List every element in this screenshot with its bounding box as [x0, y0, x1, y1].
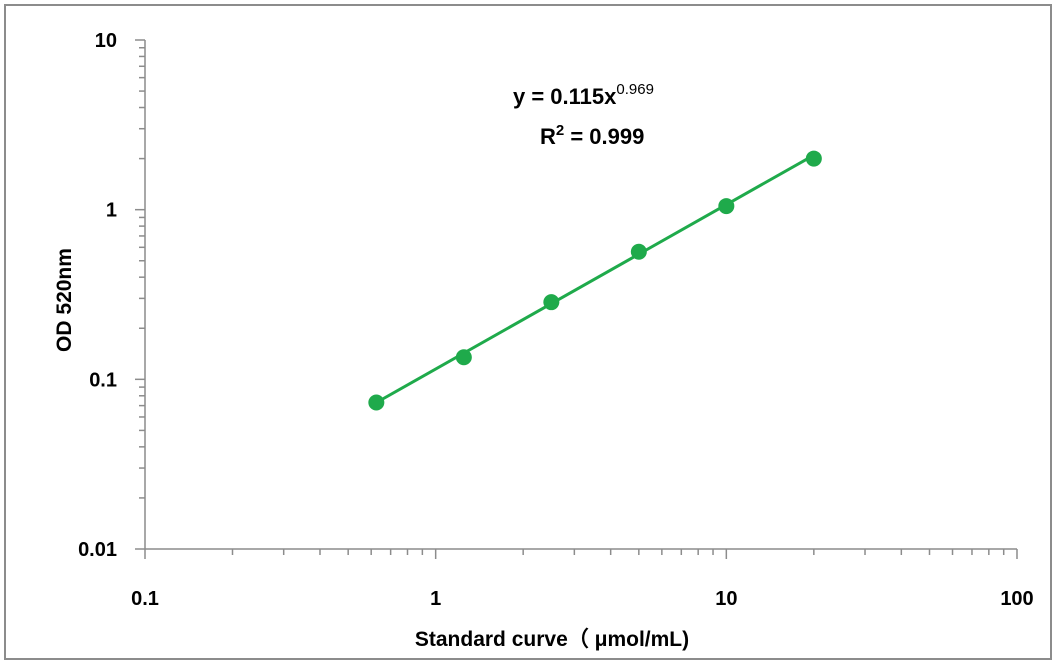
x-tick-label: 0.1	[131, 588, 159, 610]
r2-value: = 0.999	[564, 124, 644, 149]
equation-exponent: 0.969	[616, 81, 654, 98]
x-tick-label: 10	[715, 588, 737, 610]
y-axis-title: OD 520nm	[53, 248, 76, 352]
y-tick-label: 1	[106, 200, 117, 222]
x-tick-label: 1	[430, 588, 441, 610]
r2-exponent: 2	[556, 122, 564, 139]
data-point	[630, 243, 647, 260]
data-point	[455, 349, 472, 366]
trendline	[375, 153, 815, 404]
equation-label: y = 0.115x0.969	[513, 81, 654, 109]
axes	[144, 40, 1017, 550]
chart-frame	[4, 4, 1052, 660]
data-point	[368, 394, 385, 411]
data-point	[543, 294, 560, 311]
trendline-group	[375, 153, 815, 404]
ticks	[135, 39, 1018, 559]
y-tick-label: 0.1	[89, 369, 117, 391]
y-tick-label: 10	[95, 30, 117, 52]
r2-prefix: R	[540, 124, 556, 149]
equation-prefix: y = 0.115x	[513, 84, 617, 109]
r-squared-label: R2 = 0.999	[540, 122, 644, 149]
tick-labels: 0.1 1 10 100 0.01 0.1 1 10	[78, 30, 1034, 610]
points-group	[368, 150, 822, 411]
y-tick-label: 0.01	[78, 539, 117, 561]
x-tick-label: 100	[1000, 588, 1033, 610]
data-point	[718, 198, 735, 215]
x-axis-title: Standard curve（ μmol/mL)	[415, 627, 689, 651]
data-point	[805, 150, 822, 167]
